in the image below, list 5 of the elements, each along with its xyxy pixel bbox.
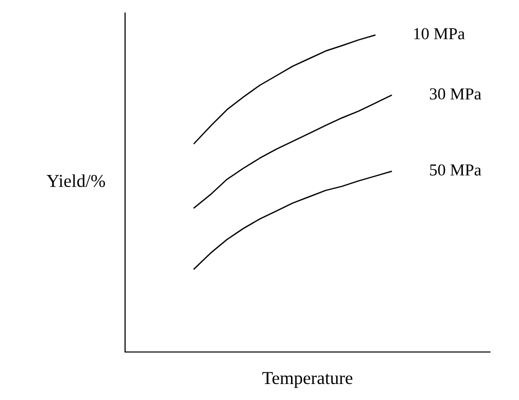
text: 10 MPa xyxy=(414,28,465,40)
x-axis-title: Temperature xyxy=(262,372,352,388)
y-axis-title: Yield/% xyxy=(46,174,106,188)
text: 50 MPa xyxy=(430,164,482,176)
text: 30 MPa xyxy=(430,88,482,100)
